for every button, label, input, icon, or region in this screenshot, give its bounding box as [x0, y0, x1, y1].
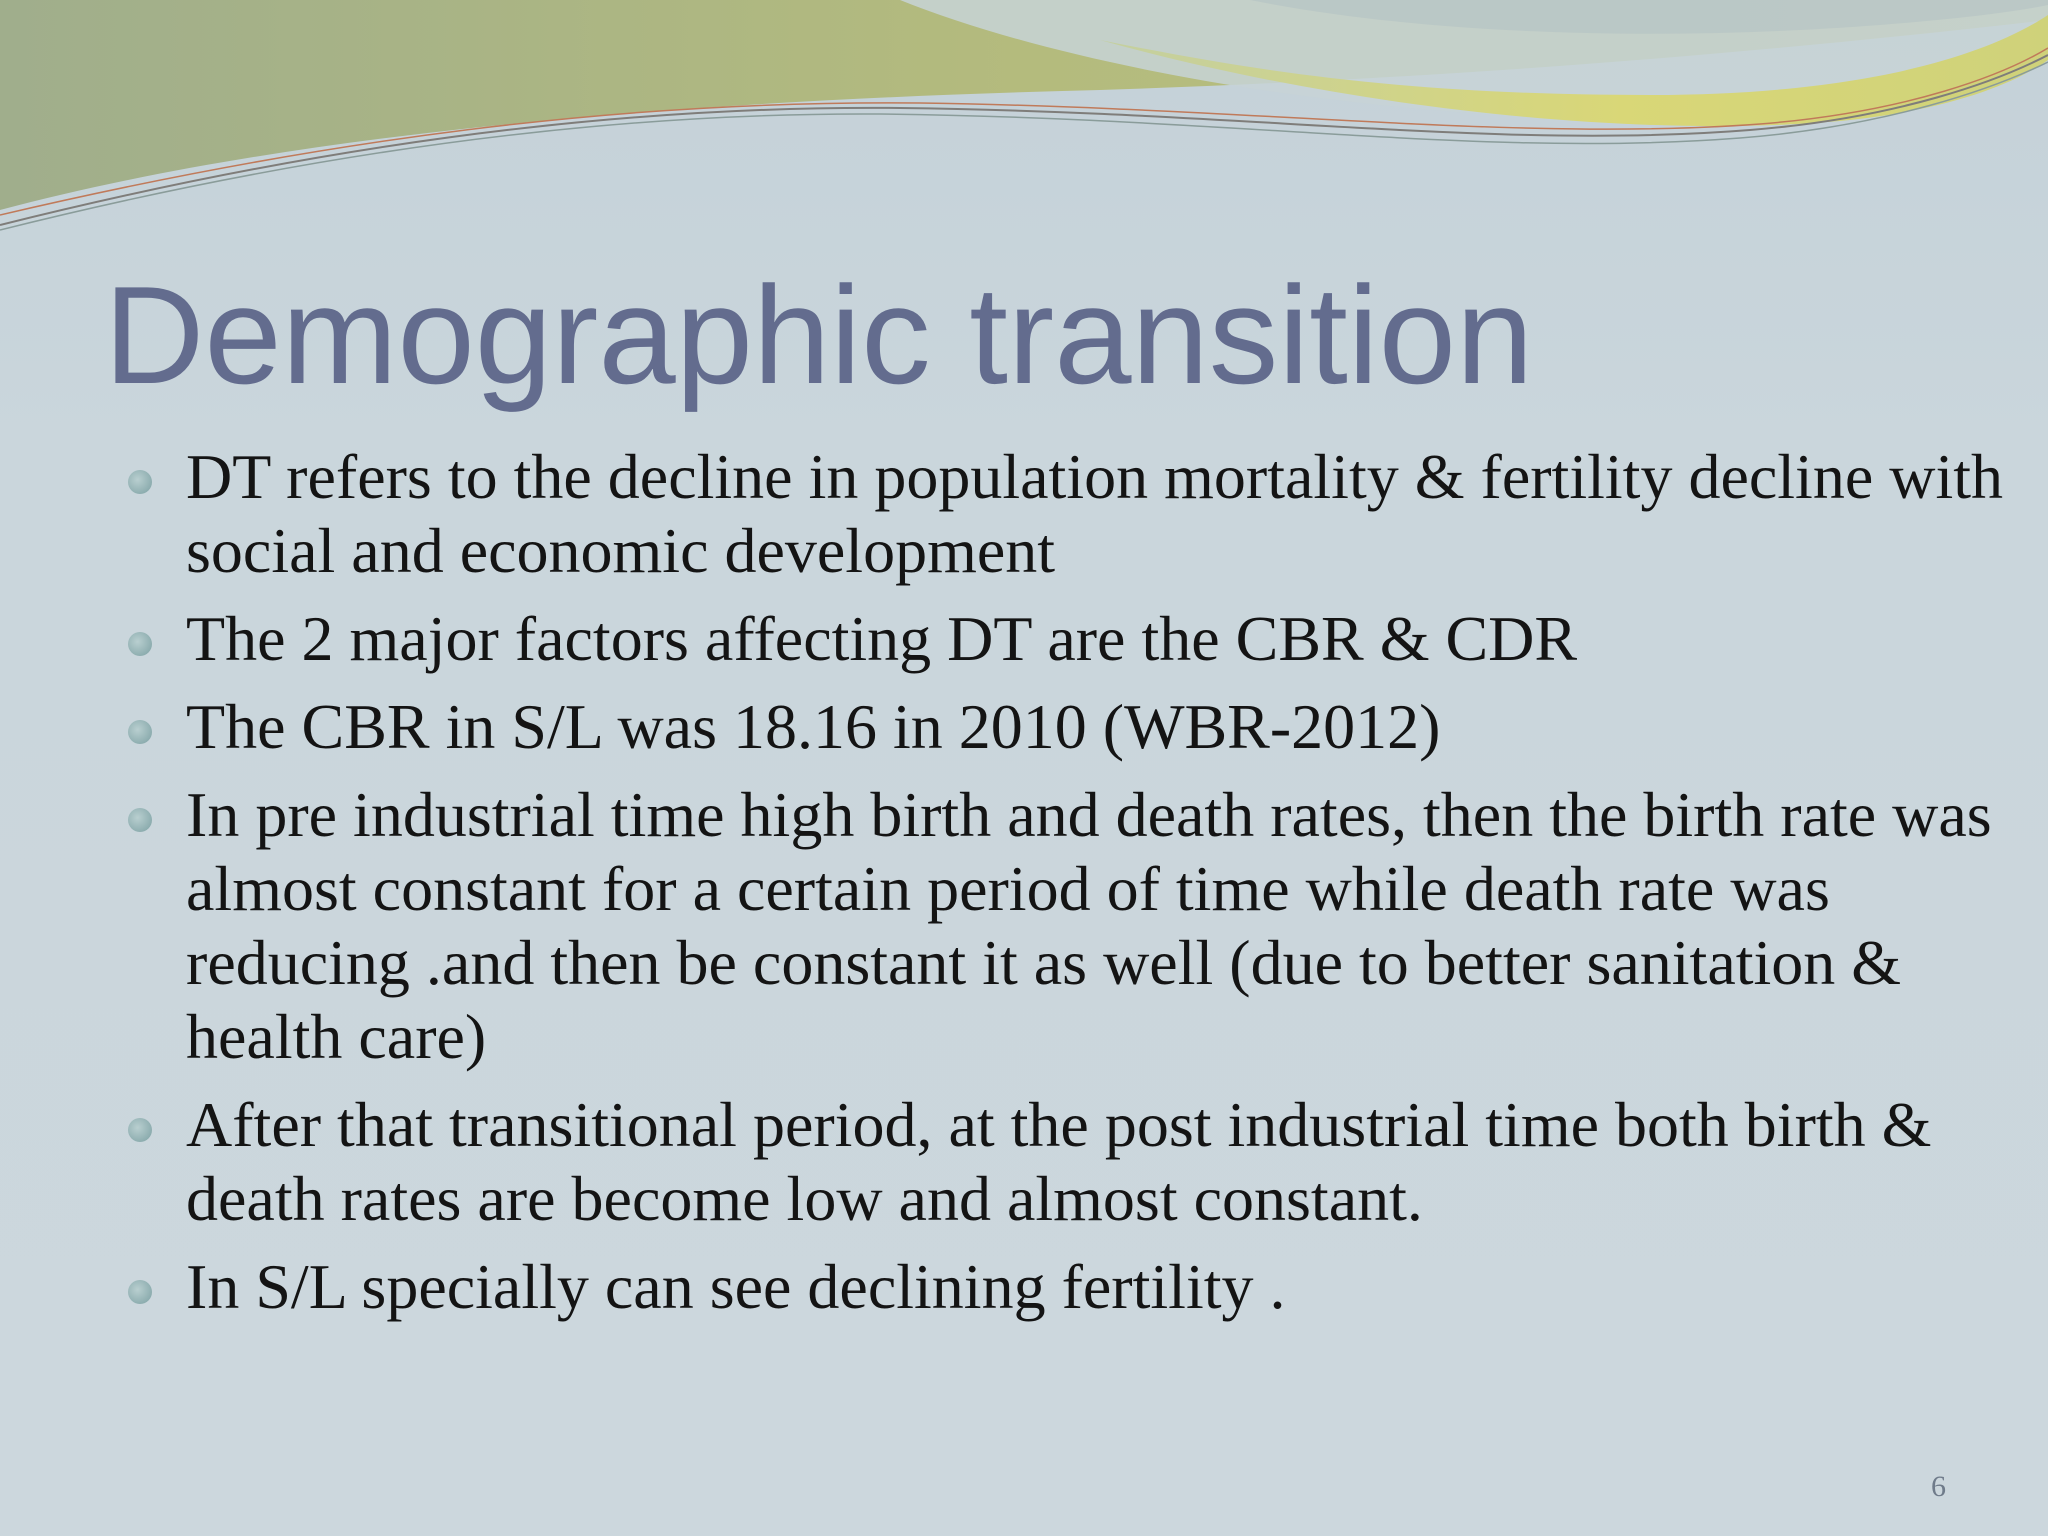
list-item: The CBR in S/L was 18.16 in 2010 (WBR-20…: [128, 690, 2008, 764]
bullet-text: The 2 major factors affecting DT are the…: [186, 603, 1578, 674]
decorative-wave-header: [0, 0, 2048, 231]
bullet-text: In pre industrial time high birth and de…: [186, 779, 1992, 1072]
slide-title: Demographic transition: [104, 258, 1534, 413]
bullet-icon: [128, 720, 152, 744]
bullet-icon: [128, 1280, 152, 1304]
bullet-icon: [128, 1118, 152, 1142]
bullet-text: The CBR in S/L was 18.16 in 2010 (WBR-20…: [186, 691, 1441, 762]
bullet-icon: [128, 470, 152, 494]
list-item: In S/L specially can see declining ferti…: [128, 1250, 2008, 1324]
bullet-text: DT refers to the decline in population m…: [186, 441, 2003, 586]
page-number: 6: [1931, 1470, 1946, 1503]
list-item: In pre industrial time high birth and de…: [128, 778, 2008, 1074]
bullet-icon: [128, 808, 152, 832]
bullet-text: After that transitional period, at the p…: [186, 1089, 1932, 1234]
bullet-icon: [128, 632, 152, 656]
bullet-list: DT refers to the decline in population m…: [128, 440, 2008, 1338]
bullet-text: In S/L specially can see declining ferti…: [186, 1251, 1286, 1322]
list-item: After that transitional period, at the p…: [128, 1088, 2008, 1236]
list-item: The 2 major factors affecting DT are the…: [128, 602, 2008, 676]
list-item: DT refers to the decline in population m…: [128, 440, 2008, 588]
